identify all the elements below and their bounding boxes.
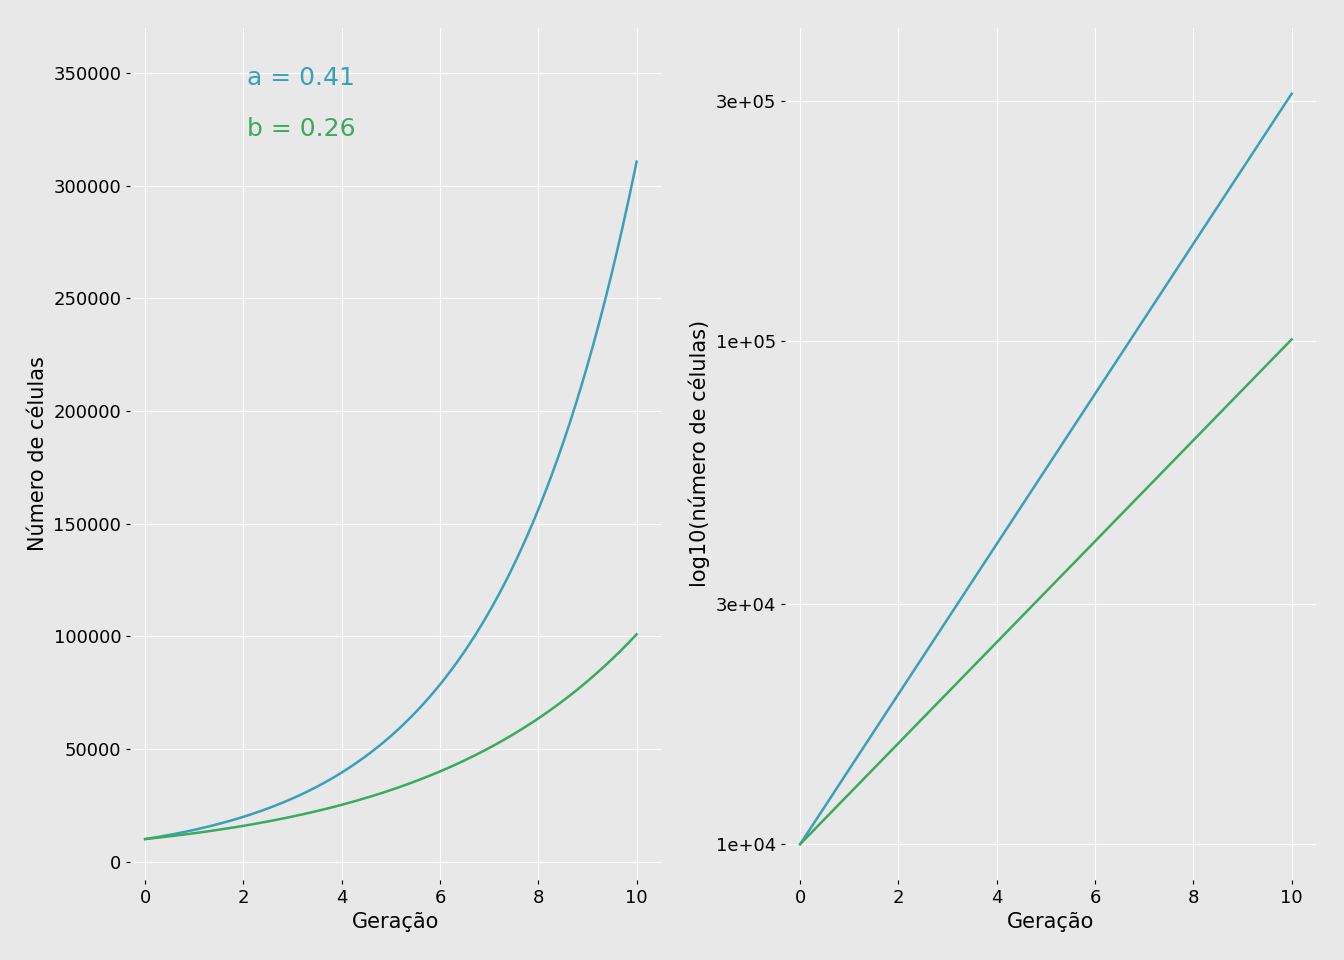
Text: b = 0.26: b = 0.26 xyxy=(247,117,356,141)
Text: a = 0.41: a = 0.41 xyxy=(247,66,355,90)
X-axis label: Geração: Geração xyxy=(1007,912,1094,932)
Y-axis label: log10(número de células): log10(número de células) xyxy=(689,320,711,588)
Y-axis label: Número de células: Número de células xyxy=(28,356,48,551)
X-axis label: Geração: Geração xyxy=(352,912,439,932)
